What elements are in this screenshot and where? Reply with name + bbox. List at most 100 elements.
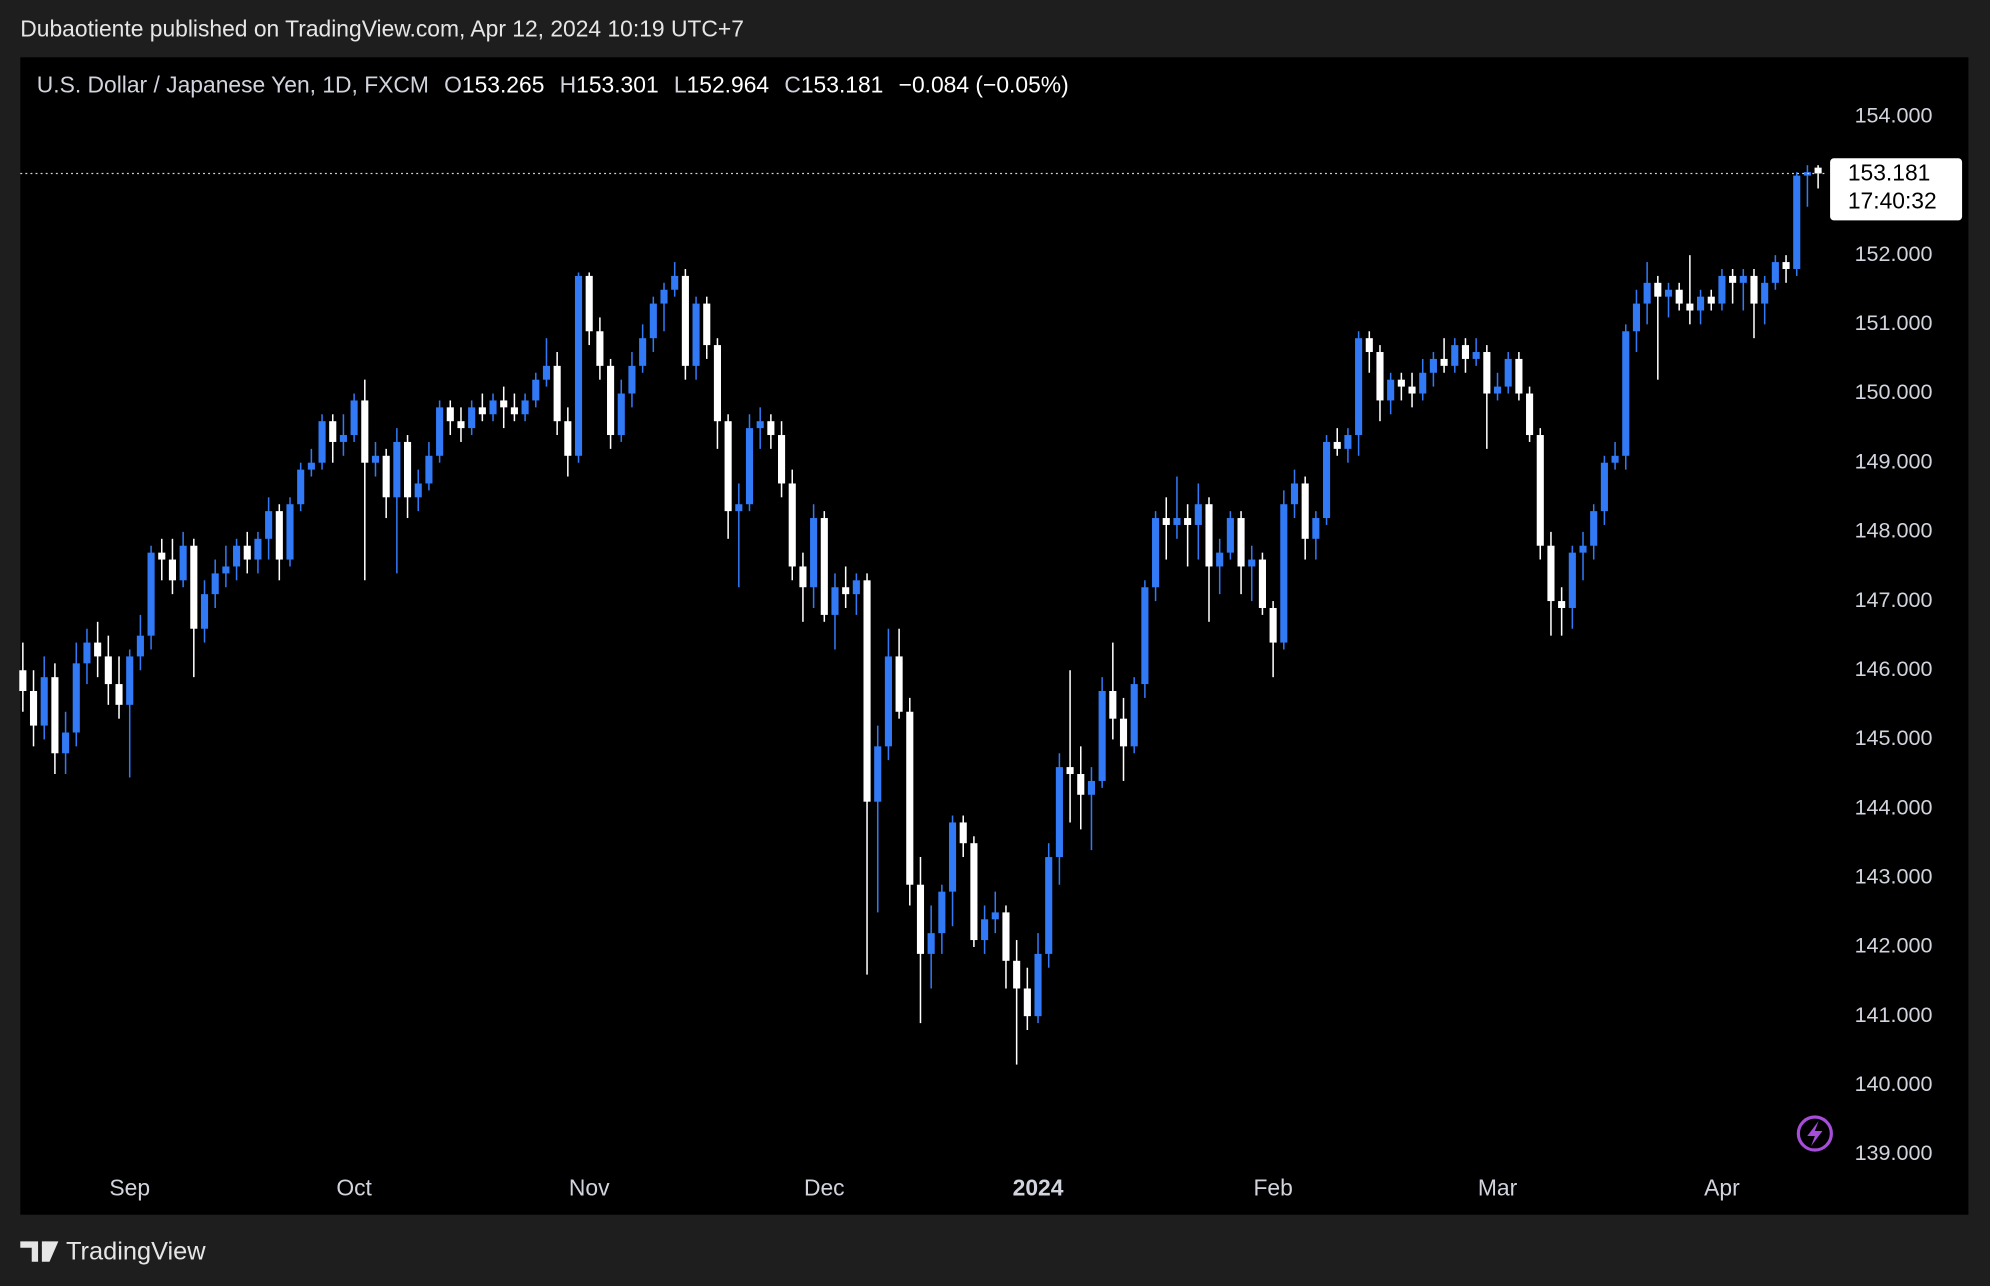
x-tick-label: Sep xyxy=(109,1174,150,1200)
candle-body xyxy=(29,691,38,726)
candle-body xyxy=(1408,386,1416,394)
candle-body xyxy=(1194,504,1202,525)
candle-body xyxy=(788,483,796,567)
candle-body xyxy=(83,642,91,664)
candle-body xyxy=(1045,857,1053,954)
candle-body xyxy=(1387,379,1395,401)
y-tick-label: 150.000 xyxy=(1855,379,1933,404)
candle-body xyxy=(393,441,401,498)
candle-body xyxy=(265,511,273,539)
candle-body xyxy=(938,891,946,934)
candle-body xyxy=(884,656,892,747)
candle-body xyxy=(1248,559,1256,567)
candle-body xyxy=(553,365,561,422)
y-tick-label: 139.000 xyxy=(1855,1140,1933,1165)
candle-body xyxy=(874,746,882,802)
candle-body xyxy=(104,656,112,685)
last-price-label: 153.181 xyxy=(1848,160,1931,186)
plot: 139.000 140.000 141.000 142.000 143.000 144.0… xyxy=(19,102,1963,1200)
candle-body xyxy=(446,407,454,422)
candle-body xyxy=(1322,441,1331,519)
candle-body xyxy=(735,504,743,512)
candle-body xyxy=(1515,358,1523,394)
change-value: −0.084 (−0.05%) xyxy=(899,72,1069,98)
candle-body xyxy=(1226,518,1234,553)
candle-body xyxy=(243,545,251,560)
candle-body xyxy=(286,504,294,560)
candle-body xyxy=(820,518,828,615)
candle-body xyxy=(521,400,529,415)
candle-body xyxy=(1600,462,1608,512)
ohlc-label: H xyxy=(560,72,577,98)
candle-body xyxy=(564,421,572,456)
candle-body xyxy=(168,559,177,581)
candle-body xyxy=(1782,262,1790,269)
candle-body xyxy=(713,345,721,422)
candle-body xyxy=(275,511,283,560)
high-value: 153.301 xyxy=(576,72,659,98)
candle-body xyxy=(115,684,123,705)
candle-body xyxy=(703,303,711,346)
y-tick-label: 144.000 xyxy=(1855,794,1933,819)
candle-body xyxy=(371,455,380,463)
candle-body xyxy=(1707,296,1715,304)
candle-body xyxy=(607,365,615,436)
candle-body xyxy=(852,580,860,595)
candle-body xyxy=(1686,303,1694,311)
candle-body xyxy=(863,580,871,802)
y-tick-label: 154.000 xyxy=(1855,102,1933,127)
candle-body xyxy=(457,421,465,429)
candle-body xyxy=(1419,372,1427,394)
y-tick-label: 146.000 xyxy=(1855,656,1933,681)
last-price-box xyxy=(1830,158,1963,221)
candle-body xyxy=(51,677,59,754)
x-tick-label: 2024 xyxy=(1013,1174,1064,1200)
ohlc-label: L xyxy=(674,72,687,98)
ohlc-label: C xyxy=(784,72,800,98)
candle-body xyxy=(1002,912,1010,961)
candle-body xyxy=(1697,296,1705,311)
x-tick-label: Mar xyxy=(1478,1174,1518,1200)
candle-body xyxy=(233,545,241,567)
ohlc-label: O xyxy=(444,72,462,98)
symbol-title: U.S. Dollar / Japanese Yen, 1D, FXCM xyxy=(37,72,429,98)
candle-body xyxy=(1141,587,1149,685)
candle-body xyxy=(948,822,957,892)
candle-body xyxy=(1184,518,1192,525)
candle-body xyxy=(959,822,967,844)
candle-body xyxy=(1472,352,1480,359)
candle-body xyxy=(1590,511,1598,546)
candle-body xyxy=(1280,504,1288,643)
candle-body xyxy=(1429,358,1437,373)
candle-body xyxy=(1098,691,1106,781)
candle-body xyxy=(1664,289,1673,297)
candle-body xyxy=(1558,601,1566,608)
candle-body xyxy=(756,421,764,429)
candle-body xyxy=(617,393,625,436)
candle-body xyxy=(1729,275,1737,283)
alert-icon xyxy=(1796,1115,1833,1152)
x-tick-label: Apr xyxy=(1704,1174,1740,1200)
brand-name: TradingView xyxy=(66,1238,206,1266)
candle-body xyxy=(1622,331,1630,456)
candle-body xyxy=(211,573,219,595)
candle-body xyxy=(649,303,657,339)
candle-body xyxy=(1611,455,1619,463)
candle-body xyxy=(147,552,155,636)
candle-body xyxy=(254,538,262,560)
candle-body xyxy=(1333,441,1341,449)
candle-body xyxy=(414,483,422,498)
candle-body xyxy=(724,421,732,512)
x-tick-label: Dec xyxy=(804,1174,845,1200)
candle-body xyxy=(1483,352,1491,394)
candle-body xyxy=(1579,545,1587,553)
candle-body xyxy=(532,379,540,401)
x-tick-label: Feb xyxy=(1253,1174,1292,1200)
candle-body xyxy=(1771,262,1779,283)
candle-body xyxy=(1654,282,1662,297)
candle-body xyxy=(339,435,347,442)
candle-body xyxy=(158,552,166,560)
candle-body xyxy=(1643,282,1651,304)
y-tick-label: 147.000 xyxy=(1855,587,1933,612)
